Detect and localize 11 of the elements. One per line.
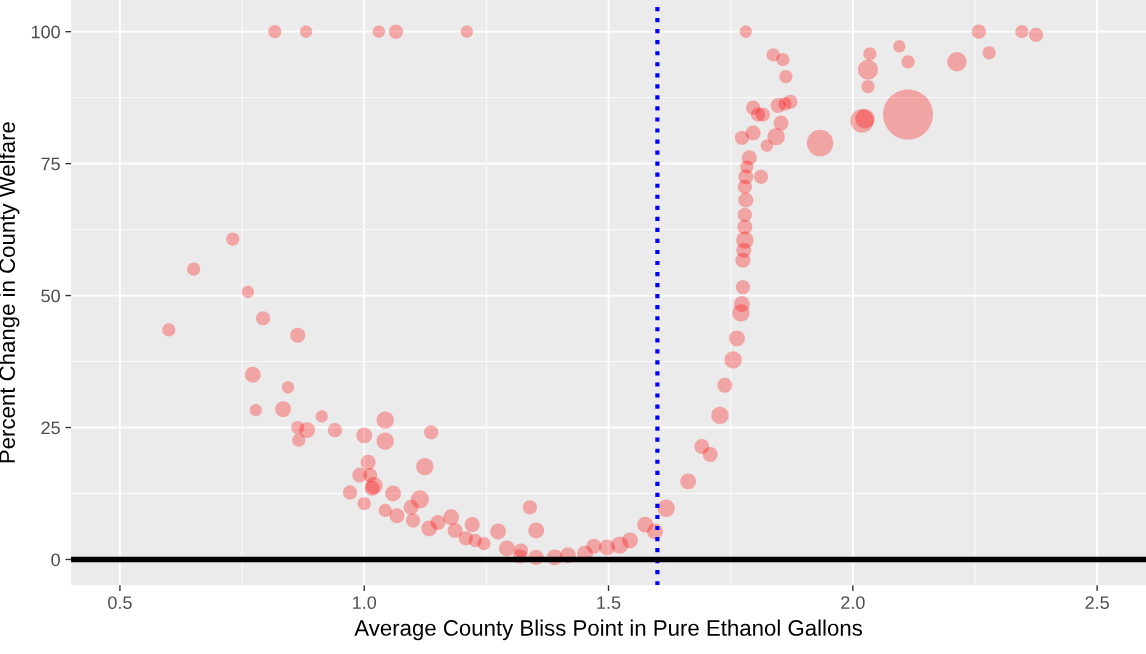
x-tick-label: 2.5	[1085, 596, 1109, 610]
x-axis-title: Average County Bliss Point in Pure Ethanol Gallons	[354, 619, 862, 641]
y-tick-label: 100	[31, 25, 60, 39]
y-tick-label: 50	[41, 289, 60, 303]
x-tick-label: 1.0	[353, 596, 377, 610]
x-tick-label: 0.5	[108, 596, 132, 610]
y-tick-label: 0	[51, 553, 60, 567]
y-tick-label: 75	[41, 157, 60, 171]
x-tick-label: 2.0	[841, 596, 865, 610]
x-tick-label: 1.5	[597, 596, 621, 610]
y-tick-label: 25	[41, 421, 60, 435]
